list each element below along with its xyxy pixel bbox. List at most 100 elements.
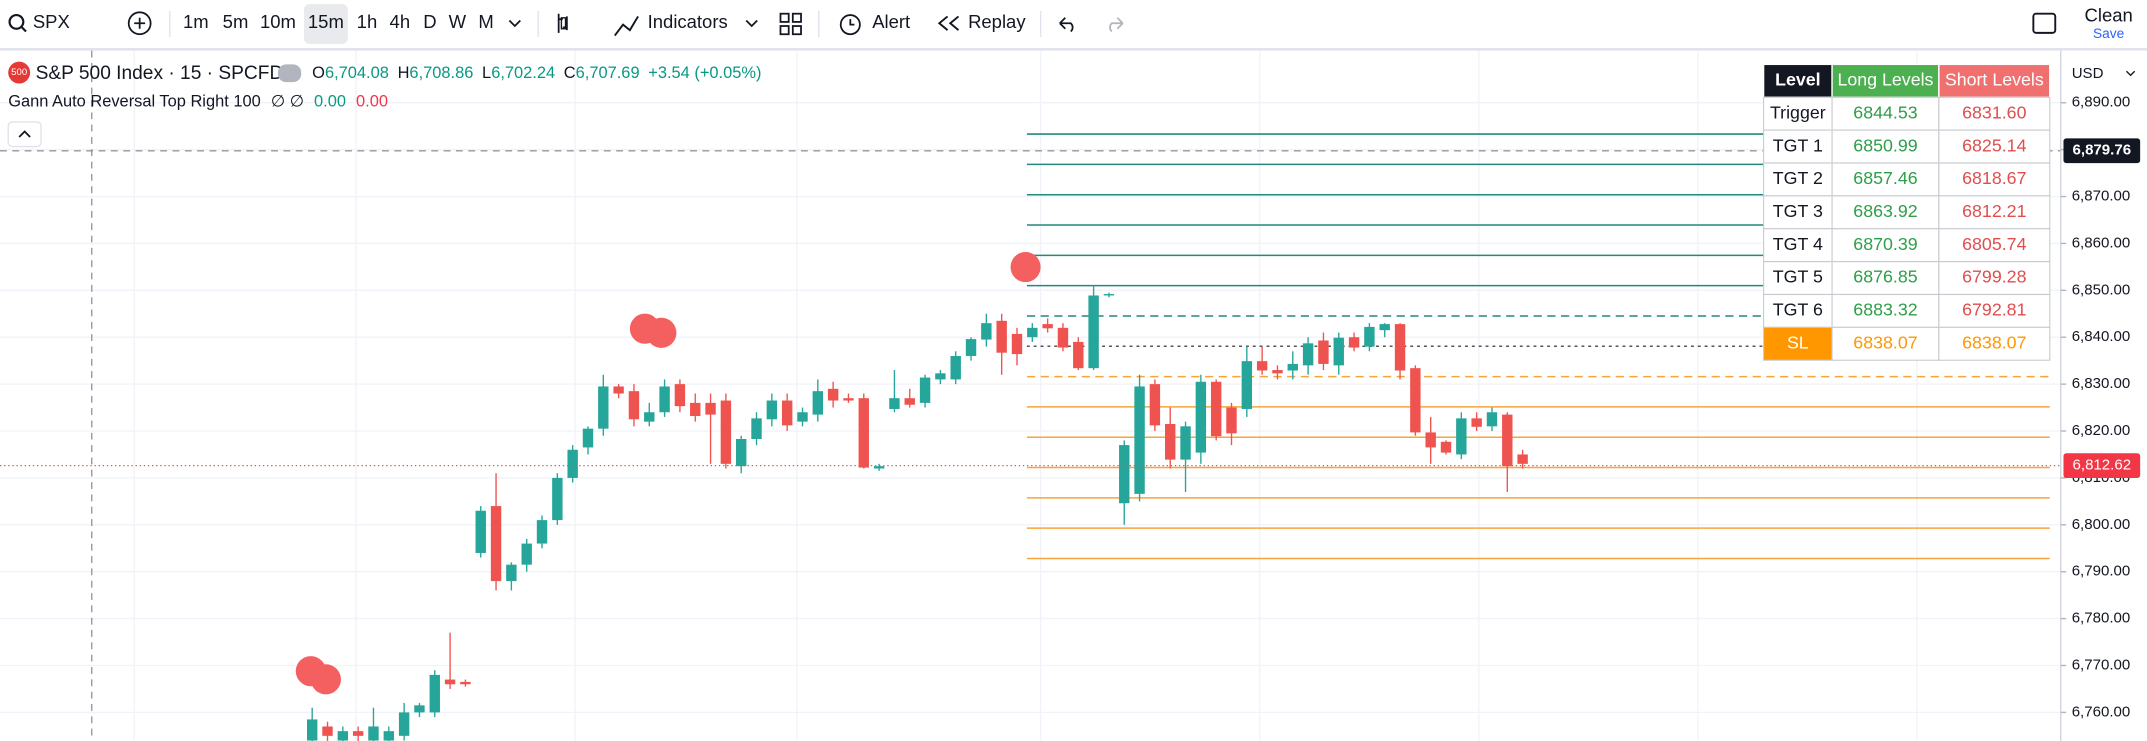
currency[interactable]: USD — [2072, 65, 2104, 82]
interval-button[interactable]: 5m — [223, 11, 249, 32]
interval-button[interactable]: 10m — [260, 11, 296, 32]
candle-body — [552, 477, 563, 521]
table-cell — [1831, 162, 1940, 197]
indicators-button[interactable]: Indicators — [648, 11, 728, 32]
indicator-value: 0.00 — [356, 93, 388, 111]
level-value: 6799.28 — [1962, 267, 2026, 287]
redo[interactable] — [1109, 17, 1124, 33]
search-icon[interactable] — [21, 26, 27, 33]
crosshair-label: 6,879.76 — [2073, 142, 2132, 159]
toolbar — [0, 0, 2147, 50]
candle-body — [475, 510, 486, 553]
table-header: Level — [1775, 70, 1821, 90]
ohlc-value: 6,702.24 — [491, 64, 555, 82]
interval-button[interactable]: 15m — [308, 11, 344, 32]
y-tick-label: 6,870.00 — [2072, 188, 2131, 205]
candle-body — [582, 428, 594, 448]
interval-menu[interactable] — [508, 19, 521, 28]
interval-button[interactable]: 4h — [390, 11, 411, 32]
level-name: TGT 4 — [1773, 234, 1823, 254]
add-symbol[interactable] — [134, 17, 146, 29]
candle-body — [306, 719, 318, 741]
candle-body — [690, 402, 701, 417]
candle-body — [1134, 386, 1145, 494]
alert-icon[interactable] — [849, 19, 855, 26]
candle-body — [628, 391, 640, 420]
candle-body — [1119, 445, 1130, 504]
y-tick-label: 6,790.00 — [2072, 563, 2131, 580]
candle-body — [1149, 384, 1161, 426]
candle-body — [383, 731, 395, 741]
last-price-label-bg — [2063, 453, 2141, 478]
candle-body — [368, 726, 379, 741]
candle-body — [1103, 294, 1115, 296]
chart-type[interactable] — [560, 17, 567, 30]
candle-body — [873, 466, 885, 469]
table-cell — [1938, 326, 2051, 361]
ohlc-label: C — [564, 64, 576, 82]
symbol-badge — [8, 61, 31, 84]
ohlc-value: 6,708.86 — [409, 64, 473, 82]
candle-body — [1011, 333, 1023, 355]
table-cell — [1763, 261, 1833, 296]
candle-body — [797, 412, 808, 422]
layout-name[interactable]: Clean — [2085, 4, 2133, 25]
candle-body — [644, 412, 655, 422]
indicators-menu[interactable] — [745, 19, 758, 28]
candle-body — [751, 418, 762, 439]
candle-body — [1272, 370, 1283, 374]
candle-body — [1456, 418, 1467, 455]
candle-body — [674, 384, 686, 407]
candle-body — [429, 674, 440, 713]
candle-body — [613, 386, 624, 394]
candle-body — [996, 320, 1007, 353]
y-tick-label: 6,800.00 — [2072, 516, 2131, 533]
candle-body — [444, 679, 456, 685]
level-value: 6870.39 — [1853, 234, 1917, 254]
candle-body — [1379, 324, 1390, 331]
table-cell — [1763, 228, 1833, 263]
y-tick-label: 6,760.00 — [2072, 703, 2131, 720]
candle-body — [827, 388, 839, 401]
candle-body — [1287, 363, 1298, 371]
replay-icon[interactable] — [937, 15, 960, 31]
alert-button[interactable]: Alert — [872, 11, 910, 32]
interval-button[interactable]: 1h — [357, 11, 378, 32]
symbol-title: S&P 500 Index · 15 · SPCFD — [36, 63, 284, 84]
templates[interactable] — [779, 12, 802, 36]
interval-active — [303, 4, 348, 44]
reversal-markers — [295, 252, 1041, 695]
table-header: Short Levels — [1945, 70, 2044, 90]
collapse-legend[interactable] — [18, 130, 31, 138]
fullscreen[interactable] — [2032, 12, 2057, 34]
interval-button[interactable]: W — [449, 11, 467, 32]
symbol[interactable]: SPX — [33, 11, 70, 32]
indicators-icon[interactable] — [614, 15, 639, 37]
level-value: 6844.53 — [1853, 102, 1917, 122]
table-cell — [1831, 195, 1940, 230]
table-cell — [1938, 96, 2051, 131]
undo[interactable] — [1059, 17, 1074, 33]
add-symbol[interactable] — [127, 11, 152, 36]
currency-menu[interactable] — [2125, 70, 2136, 77]
replay-button[interactable]: Replay — [968, 11, 1026, 32]
candle-body — [950, 355, 961, 380]
alert-icon[interactable] — [839, 14, 861, 36]
interval-button[interactable]: M — [478, 11, 493, 32]
candle-body — [1302, 343, 1314, 366]
chart-type[interactable] — [557, 13, 568, 33]
level-name: TGT 6 — [1773, 300, 1823, 320]
save-button[interactable]: Save — [2093, 26, 2124, 41]
interval-button[interactable]: D — [423, 11, 436, 32]
table-cell — [1938, 162, 2051, 197]
candle-body — [1348, 337, 1360, 348]
candle-body — [567, 449, 578, 478]
collapse-legend[interactable] — [7, 121, 42, 148]
candle-body — [1471, 418, 1482, 427]
search-icon[interactable] — [8, 13, 25, 30]
interval-button[interactable]: 1m — [183, 11, 209, 32]
table-cell — [1938, 195, 2051, 230]
candle-body — [506, 564, 517, 582]
candle-body — [858, 398, 869, 468]
